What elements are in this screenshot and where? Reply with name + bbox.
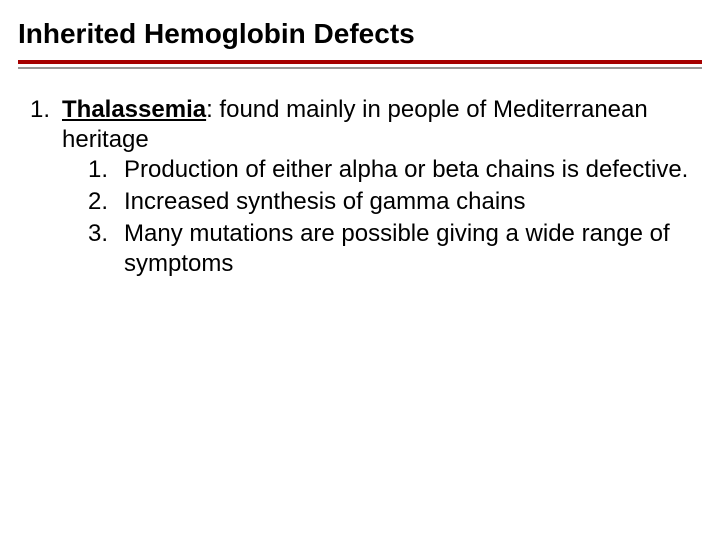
sub-list: 1. Production of either alpha or beta ch… xyxy=(62,155,690,279)
term-thalassemia: Thalassemia xyxy=(62,96,206,123)
list-number: 1. xyxy=(88,155,124,185)
list-number: 1. xyxy=(30,95,62,281)
list-item: 1. Thalassemia: found mainly in people o… xyxy=(30,95,690,281)
list-item-text: Increased synthesis of gamma chains xyxy=(124,187,690,217)
list-item: 3. Many mutations are possible giving a … xyxy=(88,219,690,279)
list-item-text: Many mutations are possible giving a wid… xyxy=(124,219,690,279)
slide-body: 1. Thalassemia: found mainly in people o… xyxy=(0,69,720,281)
title-divider xyxy=(18,60,702,69)
list-item-text: Production of either alpha or beta chain… xyxy=(124,155,690,185)
list-item: 1. Production of either alpha or beta ch… xyxy=(88,155,690,185)
list-item: 2. Increased synthesis of gamma chains xyxy=(88,187,690,217)
list-number: 3. xyxy=(88,219,124,279)
slide-title: Inherited Hemoglobin Defects xyxy=(0,0,720,60)
list-number: 2. xyxy=(88,187,124,217)
